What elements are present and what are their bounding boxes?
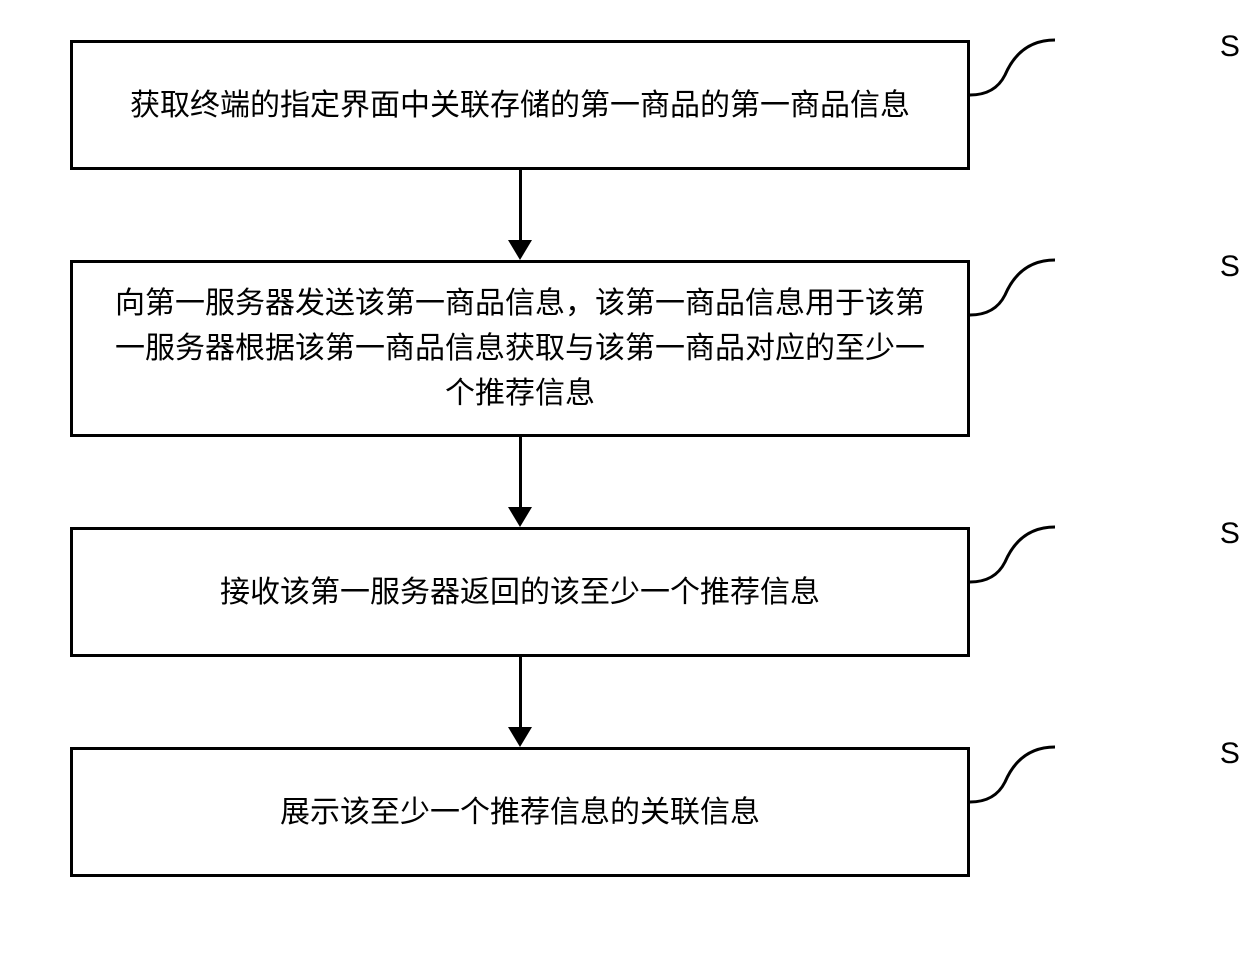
step-text: 向第一服务器发送该第一商品信息，该第一商品信息用于该第一服务器根据该第一商品信息…	[103, 281, 937, 416]
flowchart-row: 接收该第一服务器返回的该至少一个推荐信息 S203	[70, 527, 1170, 657]
arrow-head-icon	[508, 507, 532, 527]
flowchart-row: 向第一服务器发送该第一商品信息，该第一商品信息用于该第一服务器根据该第一商品信息…	[70, 260, 1170, 437]
connector-curve-icon	[965, 522, 1115, 622]
arrow-down-icon	[508, 437, 532, 527]
step-label: S203	[1220, 517, 1240, 551]
step-box-s204: 展示该至少一个推荐信息的关联信息	[70, 747, 970, 877]
step-text: 接收该第一服务器返回的该至少一个推荐信息	[220, 570, 820, 615]
flowchart-row: 展示该至少一个推荐信息的关联信息 S204	[70, 747, 1170, 877]
arrow-line	[519, 657, 522, 727]
step-box-s201: 获取终端的指定界面中关联存储的第一商品的第一商品信息	[70, 40, 970, 170]
step-box-s203: 接收该第一服务器返回的该至少一个推荐信息	[70, 527, 970, 657]
arrow-line	[519, 170, 522, 240]
connector-curve-icon	[965, 742, 1115, 842]
step-text: 展示该至少一个推荐信息的关联信息	[280, 790, 760, 835]
step-label: S201	[1220, 30, 1240, 64]
flowchart-row: 获取终端的指定界面中关联存储的第一商品的第一商品信息 S201	[70, 40, 1170, 170]
arrow-head-icon	[508, 240, 532, 260]
arrow-down-icon	[508, 657, 532, 747]
step-label: S202	[1220, 250, 1240, 284]
connector-curve-icon	[965, 255, 1115, 355]
arrow-container	[70, 437, 970, 527]
step-box-s202: 向第一服务器发送该第一商品信息，该第一商品信息用于该第一服务器根据该第一商品信息…	[70, 260, 970, 437]
arrow-line	[519, 437, 522, 507]
connector-curve-icon	[965, 35, 1115, 135]
arrow-container	[70, 170, 970, 260]
arrow-container	[70, 657, 970, 747]
step-label: S204	[1220, 737, 1240, 771]
arrow-down-icon	[508, 170, 532, 260]
step-text: 获取终端的指定界面中关联存储的第一商品的第一商品信息	[130, 83, 910, 128]
arrow-head-icon	[508, 727, 532, 747]
flowchart-container: 获取终端的指定界面中关联存储的第一商品的第一商品信息 S201 向第一服务器发送…	[70, 40, 1170, 877]
